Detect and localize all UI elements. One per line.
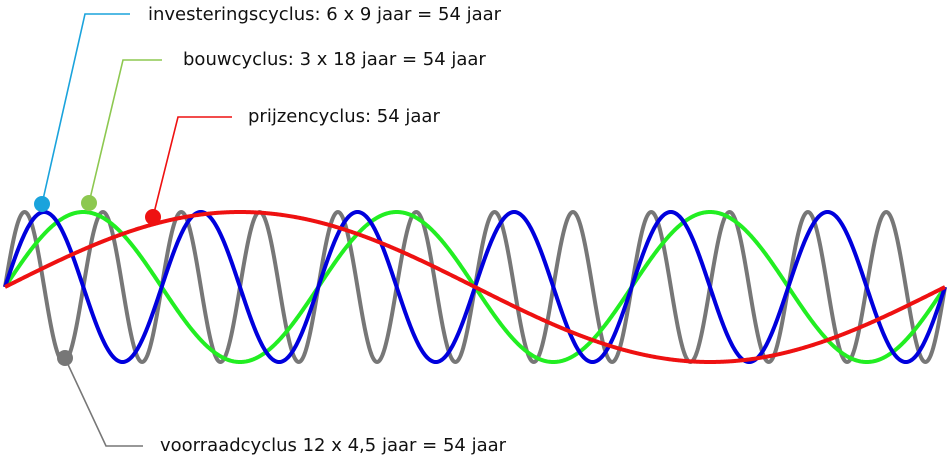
label: bouwcyclus: 3 x 18 jaar = 54 jaar	[183, 49, 486, 70]
marker-dot	[57, 350, 73, 366]
label: investeringscyclus: 6 x 9 jaar = 54 jaar	[148, 4, 502, 25]
leader-line	[152, 116, 232, 218]
leader-line	[88, 59, 162, 204]
marker-dot	[145, 209, 161, 225]
marker-dot	[81, 195, 97, 211]
label: voorraadcyclus 12 x 4,5 jaar = 54 jaar	[160, 435, 507, 456]
waves	[3, 209, 947, 365]
label: prijzencyclus: 54 jaar	[248, 106, 440, 127]
leader-line	[41, 13, 130, 205]
marker-dot	[34, 196, 50, 212]
leader-line	[64, 357, 143, 447]
wave	[4, 210, 946, 364]
